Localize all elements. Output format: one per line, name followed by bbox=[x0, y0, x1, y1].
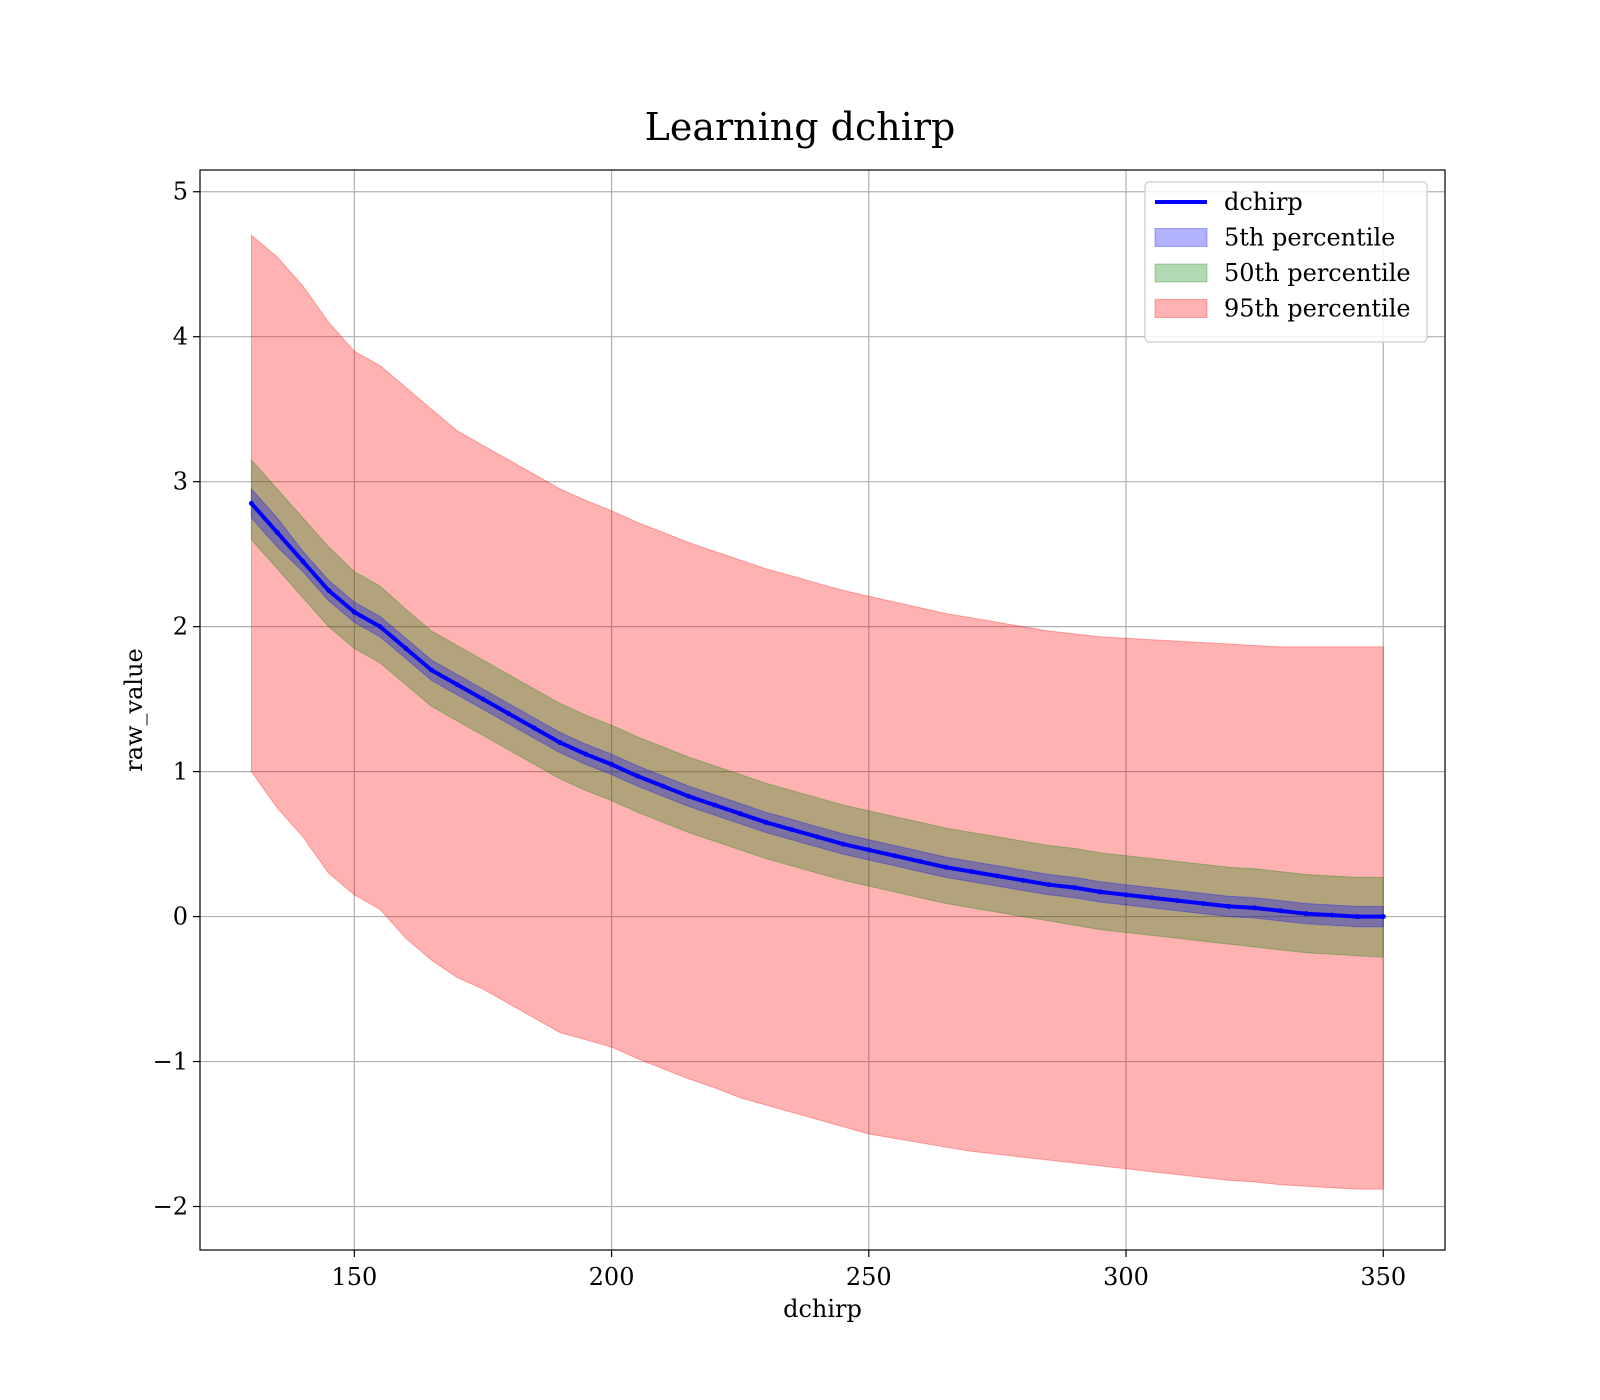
series-point bbox=[969, 869, 975, 875]
x-axis-ticks: 150 200 250 300 350 bbox=[331, 1250, 1406, 1291]
series-point bbox=[994, 873, 1000, 879]
y-tick-label: 5 bbox=[173, 178, 188, 206]
y-tick-label: 3 bbox=[173, 468, 188, 496]
series-point bbox=[917, 858, 923, 864]
series-point bbox=[1329, 912, 1335, 918]
chart-title: Learning dchirp bbox=[645, 105, 956, 149]
series-point bbox=[840, 841, 846, 847]
series-point bbox=[274, 529, 280, 535]
series-point bbox=[1097, 889, 1103, 895]
x-tick-label: 300 bbox=[1103, 1263, 1149, 1291]
series-point bbox=[866, 847, 872, 853]
series-point bbox=[892, 853, 898, 859]
series-point bbox=[1355, 914, 1361, 920]
series-point bbox=[351, 609, 357, 615]
series-point bbox=[737, 811, 743, 817]
series-point bbox=[1174, 898, 1180, 904]
series-point bbox=[1200, 901, 1206, 907]
series-point bbox=[454, 682, 460, 688]
y-axis-ticks: −2 −1 0 1 2 3 4 5 bbox=[153, 178, 200, 1221]
x-tick-label: 350 bbox=[1360, 1263, 1406, 1291]
series-point bbox=[711, 802, 717, 808]
series-point bbox=[531, 725, 537, 731]
series-point bbox=[763, 819, 769, 825]
plot-frame bbox=[199, 169, 1446, 1251]
series-point bbox=[1149, 895, 1155, 901]
y-tick-label: 4 bbox=[173, 323, 188, 351]
series-point bbox=[1072, 885, 1078, 891]
series-point bbox=[789, 827, 795, 833]
series-point bbox=[377, 624, 383, 630]
series-point bbox=[1380, 914, 1386, 920]
legend-label: 95th percentile bbox=[1224, 295, 1411, 323]
legend-label: dchirp bbox=[1224, 188, 1303, 216]
series-point bbox=[686, 793, 692, 799]
legend-swatch-patch bbox=[1154, 299, 1208, 318]
x-axis-label: dchirp bbox=[783, 1295, 862, 1323]
y-tick-label: 2 bbox=[173, 613, 188, 641]
series-point bbox=[403, 645, 409, 651]
series-point bbox=[248, 500, 254, 506]
series-point bbox=[1252, 905, 1258, 911]
series-point bbox=[300, 558, 306, 564]
y-tick-label: 0 bbox=[173, 903, 188, 931]
x-tick-label: 150 bbox=[331, 1263, 377, 1291]
series-point bbox=[1277, 908, 1283, 914]
series-point bbox=[429, 667, 435, 673]
legend-swatch-patch bbox=[1154, 228, 1208, 247]
band-50th-percentile bbox=[250, 458, 1384, 958]
series-point bbox=[583, 751, 589, 757]
series-point bbox=[943, 864, 949, 870]
y-tick-label: −2 bbox=[153, 1193, 188, 1221]
series-point bbox=[1303, 911, 1309, 917]
series-point bbox=[326, 587, 332, 593]
legend-label: 5th percentile bbox=[1224, 224, 1395, 252]
percentile-bands bbox=[250, 234, 1384, 1190]
legend-swatch-patch bbox=[1154, 263, 1208, 283]
band-95th-percentile bbox=[250, 234, 1384, 1190]
series-point bbox=[1123, 892, 1129, 898]
series-point bbox=[480, 696, 486, 702]
legend: dchirp 5th percentile 50th percentile 95th … bbox=[1144, 181, 1428, 343]
series-lines bbox=[248, 500, 1386, 920]
legend-label: 50th percentile bbox=[1224, 259, 1411, 287]
series-point bbox=[609, 761, 615, 767]
series-point bbox=[1226, 903, 1232, 909]
x-tick-label: 200 bbox=[589, 1263, 635, 1291]
x-tick-label: 250 bbox=[846, 1263, 892, 1291]
series-point bbox=[1046, 882, 1052, 888]
series-point bbox=[1020, 877, 1026, 883]
y-tick-label: 1 bbox=[173, 758, 188, 786]
series-point bbox=[634, 773, 640, 779]
series-point bbox=[557, 740, 563, 746]
series-point bbox=[814, 834, 820, 840]
series-point bbox=[660, 783, 666, 789]
y-axis-label: raw_value bbox=[120, 648, 148, 772]
y-tick-label: −1 bbox=[153, 1048, 188, 1076]
series-point bbox=[506, 711, 512, 717]
legend-box bbox=[1144, 181, 1428, 343]
